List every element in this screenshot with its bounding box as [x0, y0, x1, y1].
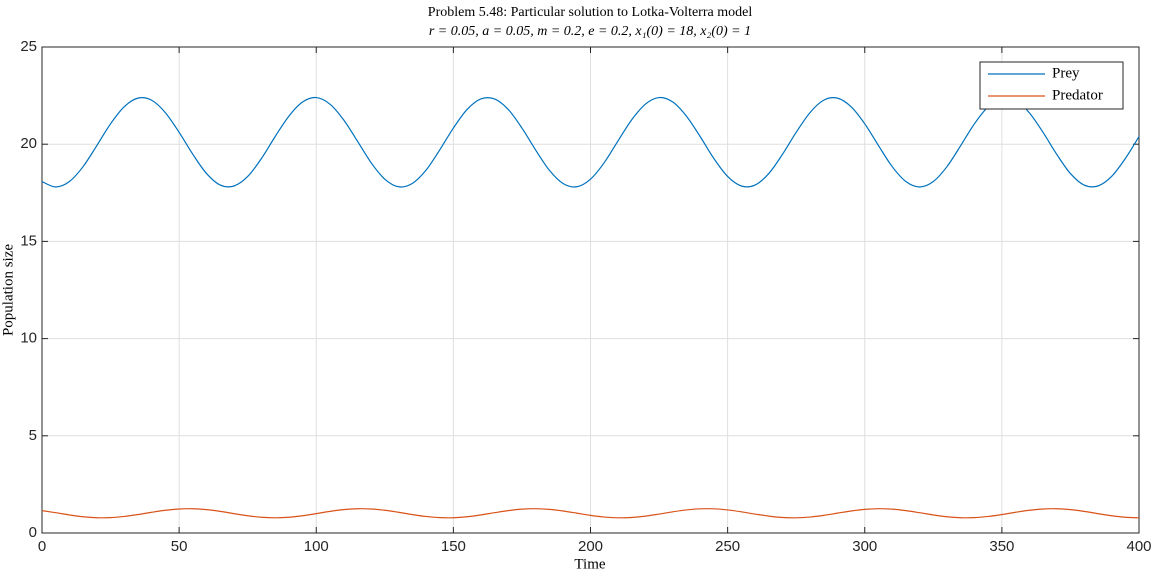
x-tick-label: 200	[578, 538, 603, 555]
x-tick-label: 300	[852, 538, 877, 555]
x-tick-label: 400	[1126, 538, 1151, 555]
legend-label: Predator	[1052, 87, 1103, 103]
x-tick-label: 0	[38, 538, 46, 555]
y-tick-label: 5	[29, 427, 37, 444]
plot-frame	[41, 46, 1140, 534]
legend-label: Prey	[1052, 65, 1080, 81]
chart-subtitle: r = 0.05, a = 0.05, m = 0.2, e = 0.2, x₁…	[429, 24, 751, 39]
x-tick-label: 350	[989, 538, 1014, 555]
y-tick-label: 10	[20, 330, 37, 347]
legend-box	[979, 61, 1124, 110]
x-axis-label: Time	[574, 556, 605, 572]
y-tick-label: 20	[20, 135, 37, 152]
data-line	[41, 508, 1140, 519]
data-line	[41, 96, 1140, 188]
x-tick-label: 150	[441, 538, 466, 555]
y-tick-label: 25	[20, 38, 37, 55]
y-tick-label: 15	[20, 232, 37, 249]
chart-title: Problem 5.48: Particular solution to Lot…	[428, 5, 753, 20]
x-tick-label: 50	[171, 538, 188, 555]
x-tick-label: 100	[304, 538, 329, 555]
y-axis-label: Population size	[0, 244, 16, 336]
y-tick-label: 0	[29, 524, 37, 541]
x-tick-label: 250	[715, 538, 740, 555]
